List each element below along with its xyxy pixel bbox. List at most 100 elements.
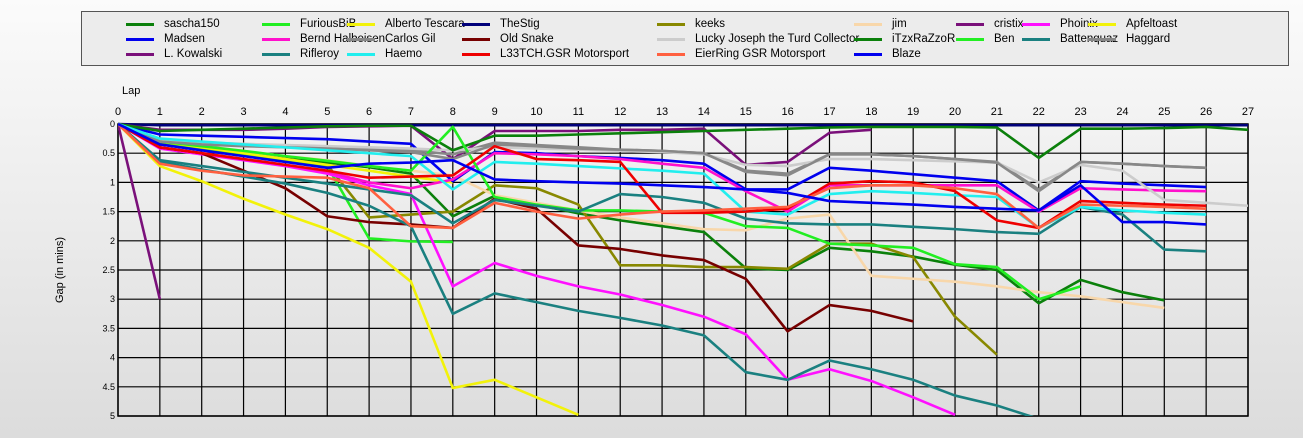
x-tick-label: 27 (1242, 106, 1254, 118)
legend-label: iTzxRaZzoR (892, 33, 956, 45)
legend-label: Ben (994, 33, 1015, 45)
legend-swatch (854, 22, 882, 26)
x-tick-label: 21 (991, 106, 1003, 118)
legend-item-haggard: Haggard (1088, 32, 1170, 46)
legend-item-old-snake: Old Snake (462, 32, 554, 46)
legend-swatch (462, 37, 490, 41)
legend-label: Carlos Gil (385, 33, 436, 45)
x-tick-label: 26 (1200, 106, 1212, 118)
x-tick-label: 7 (408, 106, 414, 118)
y-tick-label: 0.5 (102, 148, 115, 158)
series-line-madsen (118, 122, 1207, 212)
series-line-itzxrazzor (118, 122, 1248, 160)
legend-swatch (1022, 37, 1050, 41)
legend: sascha150 Madsen L. Kowalski FuriousBiB Bern… (81, 11, 1289, 66)
y-tick-label: 1 (110, 177, 115, 187)
legend-item-thestig: TheStig (462, 17, 540, 31)
plot-area (118, 122, 1248, 416)
legend-label: TheStig (500, 18, 540, 30)
legend-item-ben: Ben (956, 32, 1014, 46)
series-line-rifleroy (118, 123, 1034, 416)
x-tick-label: 18 (865, 106, 877, 118)
legend-label: Apfeltoast (1126, 18, 1178, 30)
legend-item-apfeltoast: Apfeltoast (1088, 17, 1177, 31)
series-line-battenquaz (118, 123, 1207, 253)
x-tick-label: 14 (698, 106, 710, 118)
legend-item-lucky-joseph-the-turd-collector: Lucky Joseph the Turd Collector (657, 32, 859, 46)
x-tick-label: 13 (656, 106, 668, 118)
x-tick-label: 5 (324, 106, 330, 118)
y-tick-label: 3 (110, 294, 115, 304)
y-tick-label: 1.5 (102, 207, 115, 217)
y-tick-label: 3.5 (102, 323, 115, 333)
legend-label: Rifleroy (300, 48, 339, 60)
legend-swatch (854, 37, 882, 41)
legend-item-haemo: Haemo (347, 47, 422, 61)
x-tick-label: 15 (740, 106, 752, 118)
legend-swatch (854, 52, 882, 56)
legend-swatch (956, 22, 984, 26)
series-line-blaze (118, 122, 1207, 226)
x-tick-label: 17 (823, 106, 835, 118)
legend-label: Madsen (164, 33, 205, 45)
series-line-sascha150 (118, 122, 1165, 305)
grid-lines (117, 123, 1249, 417)
legend-label: L. Kowalski (164, 48, 223, 60)
legend-label: sascha150 (164, 18, 220, 30)
series-line-alberto-tescara (118, 123, 579, 416)
legend-item-eierring-gsr-motorsport: EierRing GSR Motorsport (657, 47, 825, 61)
legend-swatch (126, 22, 154, 26)
series-group (118, 122, 1248, 416)
x-tick-label: 24 (1116, 106, 1128, 118)
legend-label: Alberto Tescara (385, 18, 465, 30)
y-axis-label: Gap (in mins) (54, 237, 66, 303)
legend-swatch (262, 52, 290, 56)
legend-swatch (657, 22, 685, 26)
legend-swatch (347, 37, 375, 41)
y-tick-label: 2 (110, 236, 115, 246)
series-line-l-kowalski (118, 123, 162, 300)
x-tick-label: 23 (1074, 106, 1086, 118)
legend-label: Lucky Joseph the Turd Collector (695, 33, 860, 45)
x-tick-label: 9 (492, 106, 498, 118)
legend-item-l-kowalski: L. Kowalski (126, 47, 222, 61)
y-tick-label: 2.5 (102, 265, 115, 275)
y-tick-label: 5 (110, 411, 115, 421)
legend-label: Haemo (385, 48, 423, 60)
legend-label: Bernd Halbeisen (300, 33, 386, 45)
y-tick-label: 4 (110, 353, 115, 363)
legend-label: Old Snake (500, 33, 554, 45)
legend-item-alberto-tescara: Alberto Tescara (347, 17, 465, 31)
legend-item-blaze: Blaze (854, 47, 921, 61)
legend-label: jim (892, 18, 907, 30)
legend-label: EierRing GSR Motorsport (695, 48, 826, 60)
legend-swatch (657, 52, 685, 56)
legend-label: Haggard (1126, 33, 1171, 45)
legend-item-bernd-halbeisen: Bernd Halbeisen (262, 32, 385, 46)
legend-label: Phoinix (1060, 18, 1098, 30)
series-line-ben (118, 122, 1081, 301)
x-tick-label: 6 (366, 106, 372, 118)
legend-swatch (462, 22, 490, 26)
legend-swatch (956, 37, 984, 41)
legend-item-furiousbib: FuriousBiB (262, 17, 356, 31)
legend-swatch (347, 52, 375, 56)
y-tick-label: 4.5 (102, 382, 115, 392)
x-tick-label: 0 (115, 106, 121, 118)
x-tick-label: 4 (282, 106, 288, 118)
legend-swatch (262, 37, 290, 41)
legend-item-cristix: cristix (956, 17, 1023, 31)
legend-label: Blaze (892, 48, 921, 60)
x-tick-label: 16 (782, 106, 794, 118)
legend-swatch (126, 37, 154, 41)
legend-item-carlos-gil: Carlos Gil (347, 32, 435, 46)
x-axis-label: Lap (122, 85, 140, 97)
x-tick-label: 2 (199, 106, 205, 118)
legend-swatch (1088, 37, 1116, 41)
x-tick-label: 3 (240, 106, 246, 118)
x-tick-label: 1 (157, 106, 163, 118)
series-line-thestig (118, 122, 1248, 127)
x-tick-label: 22 (1033, 106, 1045, 118)
legend-label: keeks (695, 18, 726, 30)
